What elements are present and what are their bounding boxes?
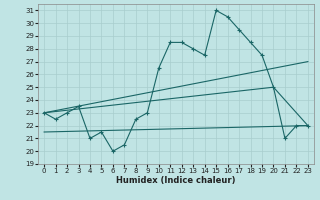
X-axis label: Humidex (Indice chaleur): Humidex (Indice chaleur) (116, 176, 236, 185)
